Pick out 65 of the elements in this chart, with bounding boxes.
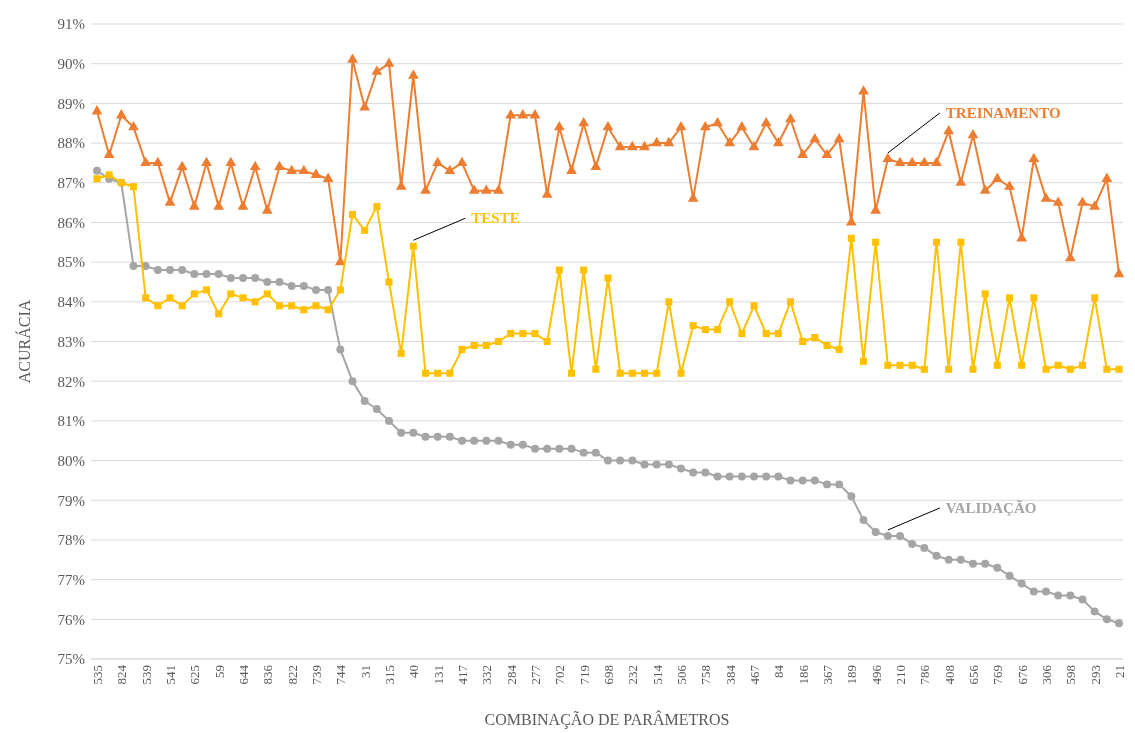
x-tick-label: 332 [479,665,495,685]
text: VALIDAÇÃO [945,498,1037,516]
x-tick-label: 698 [601,665,617,685]
x-tick-label: 189 [844,665,860,685]
x-tick-label: 514 [649,664,665,685]
x-tick-label: 186 [795,664,811,685]
y-tick-label: 77% [57,571,85,588]
y-tick-label: 88% [57,135,85,152]
y-tick-label: 81% [57,413,85,430]
x-tick-label: 59 [211,665,227,678]
x-tick-label: 467 [747,664,763,685]
y-tick-label: 90% [57,55,85,72]
x-tick-label: 506 [674,664,690,685]
y-tick-label: 83% [57,333,85,350]
series-label: TREINAMENTO [945,104,1061,121]
x-tick-label: 293 [1087,665,1103,685]
x-tick-label: 824 [114,664,130,685]
y-tick-label: 76% [57,611,85,628]
y-tick-label: 86% [57,214,85,231]
x-tick-label: 769 [990,665,1006,685]
x-tick-label: 306 [1039,664,1055,685]
x-tick-label: 496 [868,664,884,685]
y-tick-label: 87% [57,175,85,192]
x-tick-label: 315 [382,665,398,685]
x-tick-label: 836 [260,664,276,685]
x-tick-label: 367 [820,664,836,685]
x-tick-label: 598 [1063,665,1079,685]
x-tick-label: 232 [625,665,641,685]
x-tick-label: 31 [357,665,373,678]
x-tick-label: 702 [552,665,568,685]
x-tick-label: 625 [187,665,203,685]
x-tick-label: 84 [771,664,787,678]
x-tick-label: 758 [698,665,714,685]
y-tick-label: 78% [57,532,85,549]
x-tick-label: 744 [333,664,349,685]
x-axis-title: COMBINAÇÃO DE PARÂMETROS [484,710,730,729]
x-tick-label: 739 [309,665,325,685]
x-tick-label: 417 [455,664,471,685]
y-tick-label: 84% [57,294,85,311]
x-tick-label: 644 [236,664,252,685]
y-tick-label: 82% [57,373,85,390]
y-axis-title: ACURÁCIA [15,299,33,384]
y-tick-label: 80% [57,452,85,469]
y-tick-label: 75% [57,651,85,668]
x-tick-label: 822 [284,665,300,685]
x-tick-label: 656 [966,664,982,685]
x-tick-label: 719 [576,665,592,685]
x-tick-label: 676 [1014,664,1030,685]
x-tick-label: 535 [90,665,106,685]
y-tick-label: 79% [57,492,85,509]
x-tick-label: 539 [138,665,154,685]
x-tick-label: 384 [722,664,738,685]
x-tick-label: 210 [893,665,909,685]
x-tick-label: 40 [406,665,422,678]
text: TESTE [471,210,520,227]
y-tick-label: 89% [57,95,85,112]
x-tick-label: 786 [917,664,933,685]
x-tick-label: 131 [430,665,446,685]
x-tick-label: 284 [503,664,519,685]
y-tick-label: 85% [57,254,85,271]
x-tick-label: 541 [163,665,179,685]
x-tick-label: 408 [941,665,957,685]
y-tick-label: 91% [57,16,85,33]
x-tick-label: 277 [528,664,544,685]
x-tick-label: 21 [1112,665,1128,678]
